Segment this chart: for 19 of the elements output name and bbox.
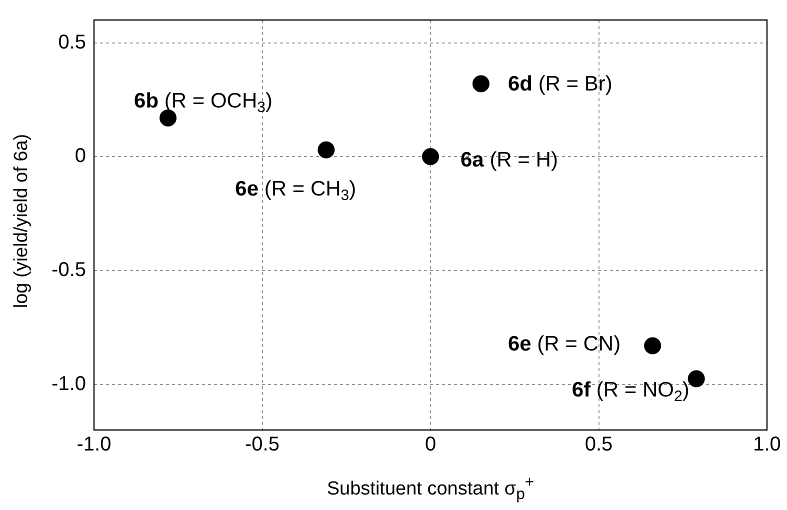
x-tick-label: -1.0 [76,434,112,456]
annotation: 6e (R = CN) [508,332,621,356]
point [318,141,335,158]
annotation: 6d (R = Br) [508,72,612,96]
x-tick-label: 0 [424,434,436,456]
y-tick-label: -0.5 [52,259,86,282]
x-tick-label: 0.5 [584,434,613,456]
point [644,337,662,354]
point [688,370,705,388]
y-tick-label: 0.5 [58,31,86,54]
point [472,75,490,92]
y-tick-label: 0 [74,145,86,168]
point [160,109,177,126]
x-tick-label: 1.0 [753,434,781,456]
y-tick-label: -1.0 [52,372,86,395]
x-tick-label: -0.5 [245,434,280,456]
annotation: 6a (R = H) [460,148,558,172]
point [422,148,439,166]
y-axis-title: log (yield/yield of 6a) [11,134,33,308]
